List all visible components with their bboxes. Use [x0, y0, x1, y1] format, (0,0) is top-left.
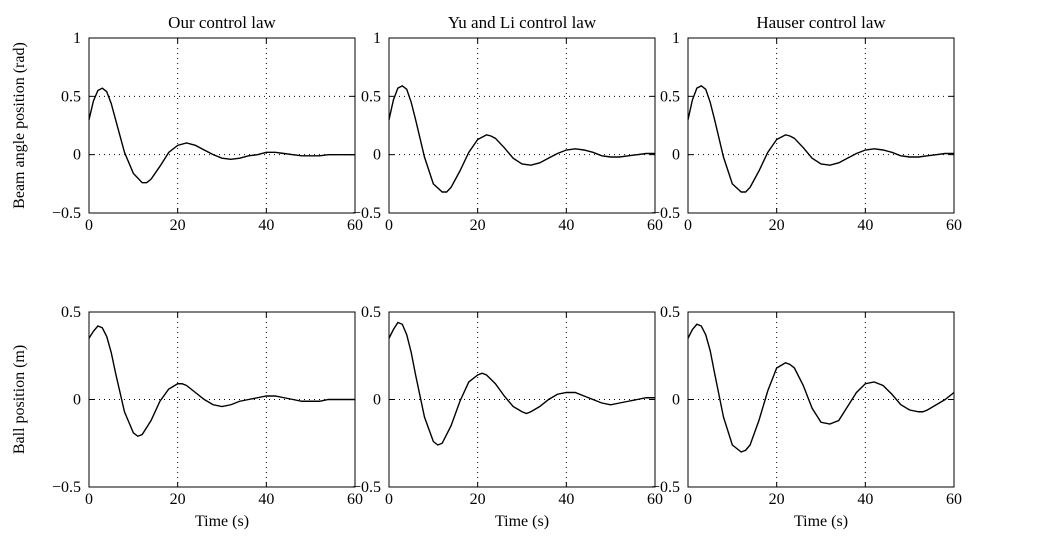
plot-frame: [388, 37, 656, 214]
x-tick-label: 60: [647, 491, 663, 508]
x-tick-label: 40: [258, 217, 274, 234]
plot-frame: [388, 311, 656, 488]
series-line: [388, 321, 655, 446]
x-axis-label: Time (s): [195, 513, 249, 530]
x-tick-label: 20: [769, 491, 785, 508]
x-tick-label: 40: [857, 491, 873, 508]
y-tick-label: −0.5: [52, 479, 81, 496]
series-line: [388, 84, 655, 193]
series-line: [88, 325, 355, 438]
y-tick-label: 1: [672, 30, 680, 47]
x-axis-label: Time (s): [794, 513, 848, 530]
subplot-title: Our control law: [168, 13, 276, 32]
x-tick-label: 20: [470, 491, 486, 508]
x-tick-label: 0: [684, 491, 692, 508]
subplot-title: Yu and Li control law: [448, 13, 597, 32]
y-tick-label: 0.5: [61, 88, 81, 105]
x-tick-label: 40: [558, 491, 574, 508]
y-tick-label: 0: [672, 392, 680, 409]
subplot-title: Hauser control law: [756, 13, 886, 32]
x-tick-label: 60: [647, 217, 663, 234]
x-tick-label: 0: [85, 217, 93, 234]
y-tick-label: −0.5: [52, 205, 81, 222]
y-tick-label: 0.5: [61, 304, 81, 321]
x-tick-label: 20: [170, 217, 186, 234]
series-line: [88, 87, 355, 184]
series-line: [687, 323, 955, 453]
x-tick-label: 40: [258, 491, 274, 508]
x-tick-label: 0: [385, 217, 393, 234]
y-tick-label: 0.5: [361, 88, 381, 105]
plot-frame: [687, 311, 955, 488]
y-tick-label: 0: [373, 147, 381, 164]
y-tick-label: −0.5: [651, 479, 680, 496]
x-tick-label: 60: [347, 217, 363, 234]
x-tick-label: 0: [85, 491, 93, 508]
y-tick-label: −0.5: [352, 205, 381, 222]
y-tick-label: 0: [672, 147, 680, 164]
y-tick-label: −0.5: [651, 205, 680, 222]
y-tick-label: 1: [373, 30, 381, 47]
x-tick-label: 20: [470, 217, 486, 234]
x-tick-label: 20: [170, 491, 186, 508]
x-tick-label: 20: [769, 217, 785, 234]
y-tick-label: 0.5: [361, 304, 381, 321]
y-tick-label: 1: [73, 30, 81, 47]
x-tick-label: 60: [946, 491, 962, 508]
x-tick-label: 60: [347, 491, 363, 508]
x-tick-label: 0: [385, 491, 393, 508]
plot-frame: [88, 311, 356, 488]
x-tick-label: 60: [946, 217, 962, 234]
y-tick-label: −0.5: [352, 479, 381, 496]
x-tick-label: 40: [558, 217, 574, 234]
y-tick-label: 0: [73, 392, 81, 409]
y-axis-label: Ball position (m): [11, 345, 28, 454]
y-tick-label: 0: [73, 147, 81, 164]
x-axis-label: Time (s): [495, 513, 549, 530]
series-line: [687, 84, 954, 193]
plot-frame: [687, 37, 955, 214]
y-tick-label: 0.5: [660, 304, 680, 321]
y-tick-label: 0.5: [660, 88, 680, 105]
y-tick-label: 0: [373, 392, 381, 409]
plot-frame: [88, 37, 356, 214]
x-tick-label: 40: [857, 217, 873, 234]
y-axis-label: Beam angle position (rad): [11, 42, 28, 209]
x-tick-label: 0: [684, 217, 692, 234]
